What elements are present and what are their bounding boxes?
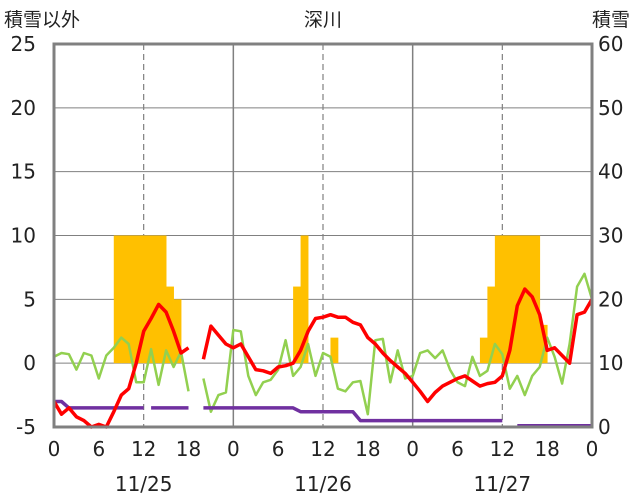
right-axis-label: 積雪 (592, 9, 630, 31)
x-tick: 0 (586, 437, 599, 461)
snow-bar (502, 235, 511, 364)
y-right-tick: 50 (598, 96, 623, 120)
y-right-tick: 10 (598, 351, 623, 375)
x-tick: 6 (92, 437, 105, 461)
y-right-tick: 60 (598, 32, 623, 56)
snow-bar (539, 324, 548, 364)
snow-bar (143, 235, 152, 364)
red-line (201, 287, 594, 404)
y-right-tick: 0 (598, 415, 611, 439)
snow-bar (293, 286, 301, 364)
x-tick: 0 (48, 437, 61, 461)
snow-bar (121, 235, 130, 364)
y-left-tick: -5 (16, 415, 36, 439)
x-tick: 6 (451, 437, 464, 461)
snow-bar (300, 235, 309, 364)
y-left-tick: 15 (11, 160, 36, 184)
date-label: 11/26 (294, 472, 352, 496)
chart-title: 深川 (304, 9, 342, 31)
snow-bar (509, 235, 518, 364)
snow-bar (479, 337, 488, 364)
snow-bar (158, 235, 167, 364)
snow-bar (330, 337, 339, 364)
x-tick: 18 (355, 437, 380, 461)
x-tick: 18 (534, 437, 559, 461)
y-left-tick: 5 (23, 287, 36, 311)
purple-line (203, 406, 503, 423)
plot-frame (52, 42, 594, 429)
y-left-tick: 25 (11, 32, 36, 56)
snow-bar (128, 235, 137, 364)
snow-bar (524, 235, 533, 364)
green-line (202, 272, 594, 416)
snow-bar (487, 286, 496, 364)
y-left-tick: 0 (23, 351, 36, 375)
y-right-tick: 40 (598, 160, 623, 184)
x-tick: 12 (490, 437, 515, 461)
y-left-tick: 10 (11, 224, 36, 248)
red-line (52, 302, 190, 429)
x-tick: 0 (227, 437, 240, 461)
y-right-tick: 20 (598, 287, 623, 311)
snow-bar (532, 235, 541, 364)
snow-bar (113, 235, 122, 364)
snow-bar (494, 235, 503, 364)
date-label: 11/27 (474, 472, 532, 496)
y-right-tick: 30 (598, 224, 623, 248)
snow-bar (136, 235, 145, 364)
green-line (53, 336, 190, 392)
x-tick: 12 (131, 437, 156, 461)
y-left-tick: 20 (11, 96, 36, 120)
x-tick: 6 (272, 437, 285, 461)
x-tick: 18 (176, 437, 201, 461)
x-tick: 0 (406, 437, 419, 461)
snow-bar (151, 235, 160, 364)
left-axis-label: 積雪以外 (4, 9, 80, 31)
date-label: 11/25 (115, 472, 173, 496)
x-tick: 12 (310, 437, 335, 461)
snow-bar (173, 299, 182, 364)
